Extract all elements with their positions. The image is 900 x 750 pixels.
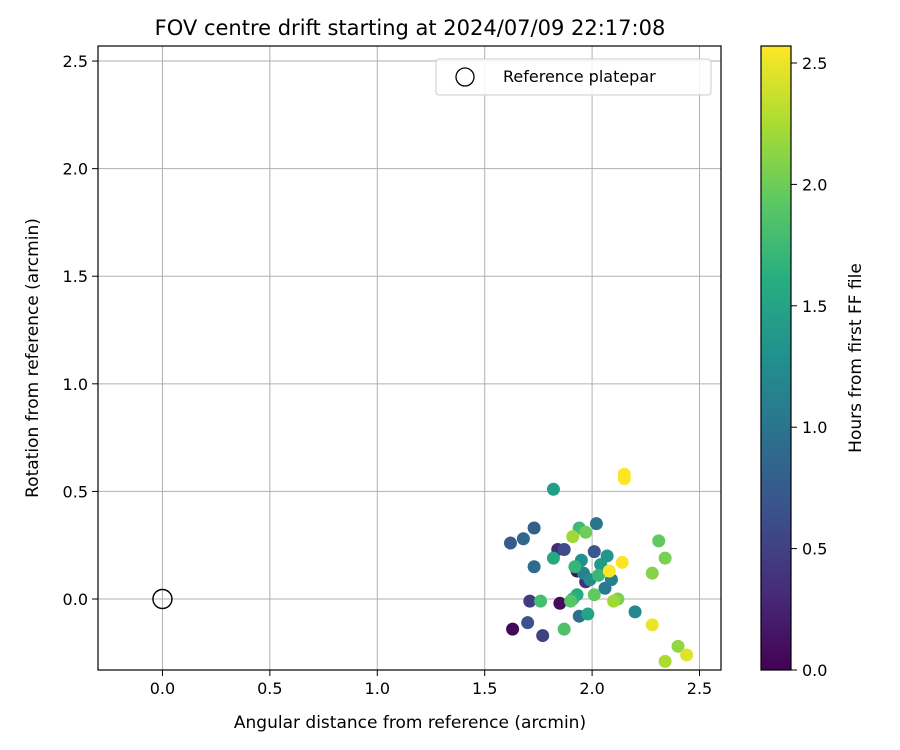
- data-point: [615, 555, 629, 569]
- data-point: [557, 622, 571, 636]
- plot-grid: [98, 46, 721, 670]
- data-point: [581, 607, 595, 621]
- y-axis-ticks: 0.0 0.5 1.0 1.5 2.0 2.5: [63, 52, 98, 609]
- colorbar-ticks: 0.0 0.5 1.0 1.5 2.0 2.5: [791, 54, 827, 680]
- colorbar-tick-label: 0.5: [802, 540, 827, 559]
- y-tick-label: 0.0: [63, 590, 88, 609]
- data-point: [589, 517, 603, 531]
- colorbar-tick-label: 2.5: [802, 54, 827, 73]
- legend: Reference platepar: [435, 58, 712, 96]
- data-point: [587, 545, 601, 559]
- y-axis-label: Rotation from reference (arcmin): [23, 218, 43, 498]
- data-point: [568, 560, 582, 574]
- colorbar: [760, 45, 792, 671]
- data-point: [579, 525, 593, 539]
- x-axis-label: Angular distance from reference (arcmin): [234, 713, 586, 733]
- data-point: [564, 594, 578, 608]
- data-point: [546, 551, 560, 565]
- y-tick-label: 1.0: [63, 375, 88, 394]
- legend-entry-reference: Reference platepar: [503, 67, 656, 86]
- reference-point: [152, 588, 173, 610]
- data-point: [506, 622, 520, 636]
- data-point: [566, 530, 580, 544]
- colorbar-label: Hours from first FF file: [846, 263, 866, 453]
- data-point: [527, 521, 541, 535]
- data-point: [658, 654, 672, 668]
- colorbar-tick-label: 0.0: [802, 661, 827, 680]
- plot-frame: [97, 45, 722, 671]
- data-point: [557, 543, 571, 557]
- data-point: [607, 594, 621, 608]
- legend-box: [435, 58, 712, 96]
- data-point: [546, 482, 560, 496]
- data-point: [671, 639, 685, 653]
- data-point: [628, 605, 642, 619]
- data-point: [523, 594, 537, 608]
- colorbar-tick-label: 1.5: [802, 297, 827, 316]
- data-point: [521, 616, 535, 630]
- data-point: [553, 596, 567, 610]
- x-tick-label: 0.0: [150, 679, 175, 698]
- data-point: [592, 568, 606, 582]
- x-tick-label: 2.0: [579, 679, 604, 698]
- chart-title: FOV centre drift starting at 2024/07/09 …: [155, 16, 666, 40]
- y-tick-label: 2.5: [63, 52, 88, 71]
- x-axis-ticks: 0.0 0.5 1.0 1.5 2.0 2.5: [150, 670, 712, 698]
- data-point: [516, 532, 530, 546]
- data-point: [527, 560, 541, 574]
- x-tick-label: 0.5: [257, 679, 282, 698]
- data-point: [658, 551, 672, 565]
- data-point: [503, 536, 517, 550]
- data-point: [680, 648, 694, 662]
- y-tick-label: 2.0: [63, 160, 88, 179]
- colorbar-tick-label: 1.0: [802, 418, 827, 437]
- data-point: [652, 534, 666, 548]
- data-point: [536, 629, 550, 643]
- data-point: [617, 467, 631, 481]
- y-tick-label: 0.5: [63, 482, 88, 501]
- legend-reference-marker: [455, 67, 475, 87]
- data-point: [534, 594, 548, 608]
- x-tick-label: 1.5: [472, 679, 497, 698]
- data-point: [587, 588, 601, 602]
- x-tick-label: 1.0: [365, 679, 390, 698]
- scatter-points: [152, 467, 694, 668]
- data-point: [645, 566, 659, 580]
- colorbar-tick-label: 2.0: [802, 175, 827, 194]
- x-tick-label: 2.5: [687, 679, 712, 698]
- y-tick-label: 1.5: [63, 267, 88, 286]
- data-point: [602, 564, 616, 578]
- data-point: [645, 618, 659, 632]
